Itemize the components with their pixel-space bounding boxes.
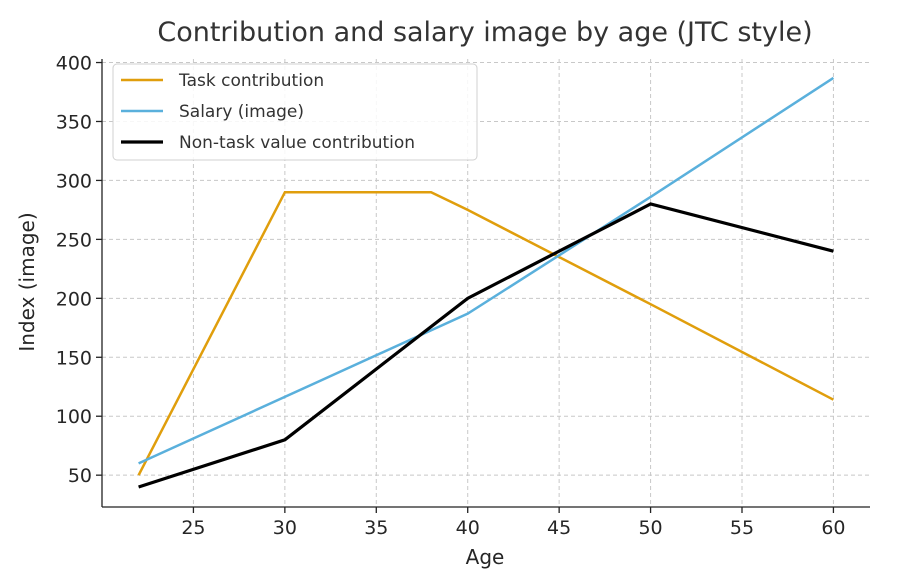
chart-title: Contribution and salary image by age (JT…	[157, 17, 812, 48]
legend-label-task-contribution: Task contribution	[178, 71, 324, 91]
y-tick-label-50: 50	[68, 465, 92, 487]
x-axis-label: Age	[466, 545, 505, 569]
y-tick-label-150: 150	[56, 347, 92, 369]
y-tick-label-200: 200	[56, 288, 92, 310]
x-tick-label-30: 30	[273, 517, 297, 539]
y-axis-label: Index (image)	[15, 212, 39, 351]
y-tick-label-400: 400	[56, 53, 92, 75]
x-tick-label-25: 25	[181, 517, 205, 539]
series-line-salary-image	[138, 76, 835, 465]
legend-label-non-task-value-contribution: Non-task value contribution	[179, 133, 415, 153]
legend: Task contribution Salary (image) Non-task …	[112, 63, 478, 161]
x-tick-label-40: 40	[456, 517, 480, 539]
x-tick-label-45: 45	[547, 517, 571, 539]
y-tick-label-350: 350	[56, 111, 92, 133]
x-axis-ticks: 25 30 35 40 45 50 55 60	[181, 507, 846, 539]
x-tick-label-55: 55	[730, 517, 754, 539]
legend-label-salary-image: Salary (image)	[179, 102, 304, 122]
y-tick-label-300: 300	[56, 170, 92, 192]
y-tick-label-250: 250	[56, 229, 92, 251]
x-tick-label-35: 35	[364, 517, 388, 539]
y-tick-label-100: 100	[56, 406, 92, 428]
legend-box	[112, 63, 478, 161]
series-line-task-contribution	[137, 190, 834, 476]
grid	[102, 59, 870, 507]
series-group	[137, 76, 835, 489]
series-line-non-task-value-contribution	[138, 202, 834, 489]
x-tick-label-60: 60	[821, 517, 845, 539]
x-tick-label-50: 50	[638, 517, 662, 539]
y-axis-ticks: 50 100 150 200 250 300 350 400	[56, 53, 102, 487]
